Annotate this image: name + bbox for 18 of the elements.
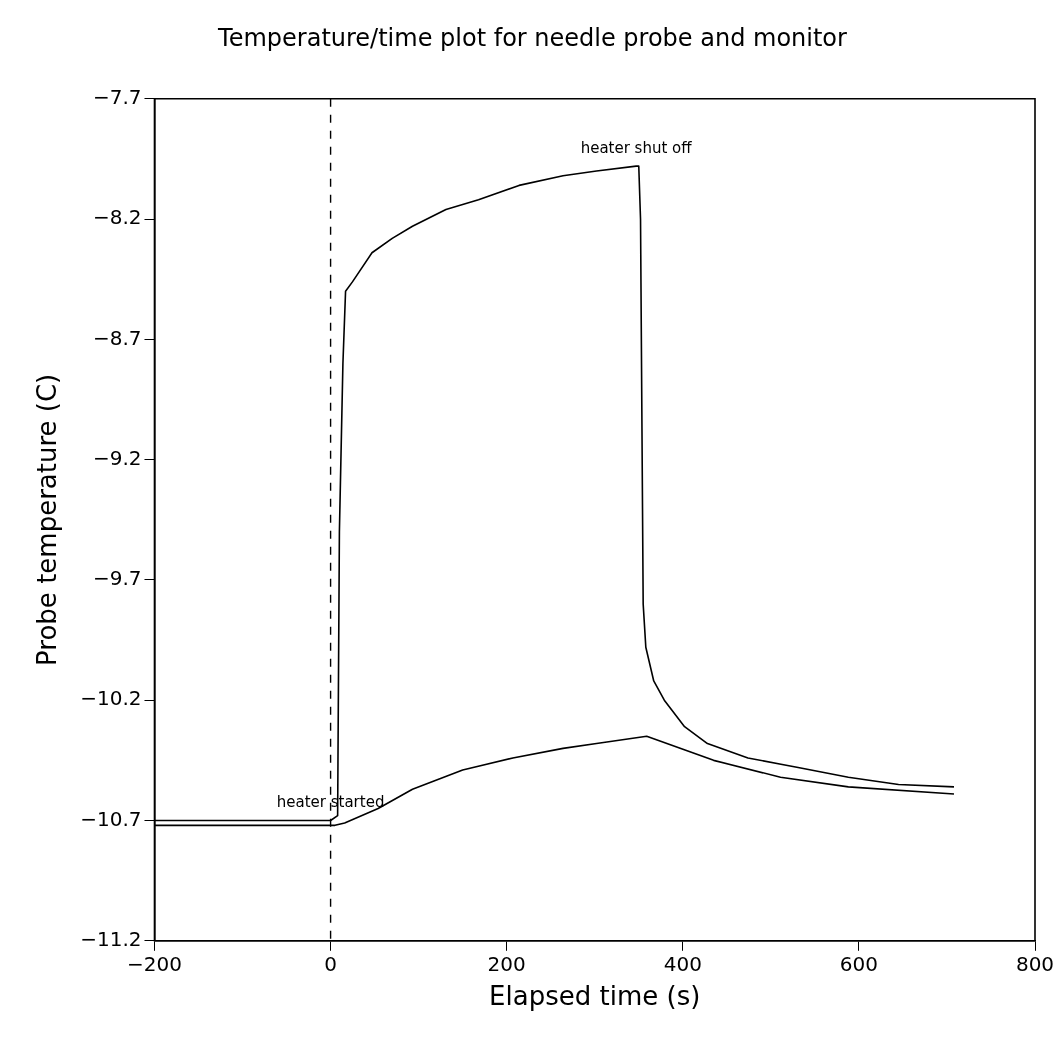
- y-tick-label: −10.7: [80, 806, 142, 831]
- chart-title: Temperature/time plot for needle probe and monitor: [217, 23, 848, 52]
- x-tick-label: 600: [839, 952, 878, 976]
- y-tick-label: −10.2: [80, 686, 142, 711]
- y-tick-label: −9.2: [92, 445, 142, 470]
- x-tick-label: 400: [663, 952, 702, 976]
- x-tick-label: 200: [487, 952, 526, 976]
- y-tick-label: −8.2: [92, 205, 142, 230]
- x-axis-title: Elapsed time (s): [489, 981, 701, 1012]
- y-axis-title: Probe temperature (C): [32, 373, 63, 666]
- annotation: heater shut off: [580, 138, 693, 157]
- x-tick-label: 800: [1015, 952, 1055, 976]
- x-tick-label: −200: [127, 952, 182, 976]
- y-tick-label: −7.7: [92, 85, 142, 109]
- y-tick-label: −8.7: [92, 325, 142, 350]
- y-tick-label: −11.2: [80, 927, 142, 951]
- x-tick-label: 0: [324, 952, 337, 976]
- y-tick-label: −9.7: [92, 566, 142, 591]
